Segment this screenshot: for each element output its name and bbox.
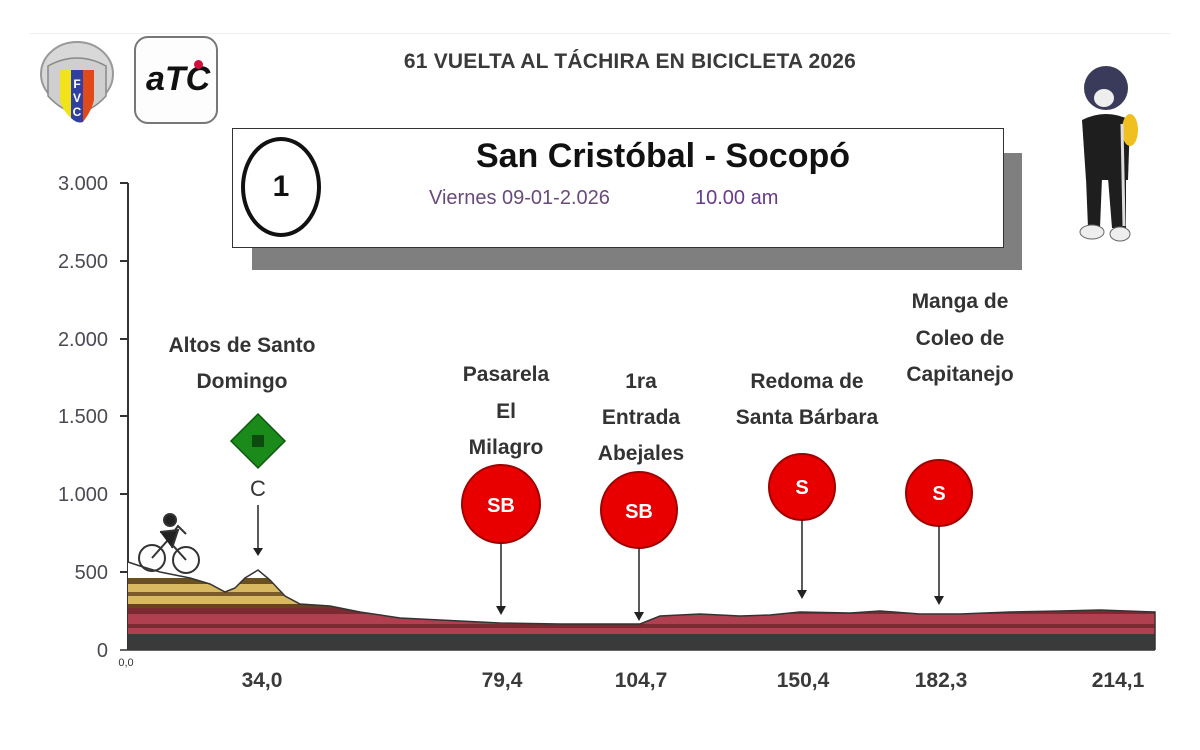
svg-text:Santa Bárbara: Santa Bárbara xyxy=(736,406,879,429)
x-tick-0: 0,0 xyxy=(118,657,133,669)
x-tick-79: 79,4 xyxy=(482,669,523,692)
stage-info-box: 1 San Cristóbal - Socopó Viernes 09-01-2… xyxy=(232,128,1004,248)
header-divider xyxy=(30,33,1170,34)
place-label: Altos de Santo xyxy=(168,334,315,357)
y-tick-0: 0 xyxy=(97,640,108,662)
y-tick-2000: 2.000 xyxy=(58,329,108,351)
x-tick-214: 214,1 xyxy=(1092,669,1145,692)
svg-text:Entrada: Entrada xyxy=(602,406,681,429)
svg-text:Abejales: Abejales xyxy=(598,442,684,465)
svg-text:S: S xyxy=(795,477,808,499)
x-tick-labels: 0,0 34,0 79,4 104,7 150,4 182,3 214,1 xyxy=(118,657,1144,692)
stage-number: 1 xyxy=(241,137,321,237)
place-label: Domingo xyxy=(197,370,288,393)
svg-text:Capitanejo: Capitanejo xyxy=(906,363,1013,386)
y-tick-500: 500 xyxy=(75,562,108,584)
svg-text:SB: SB xyxy=(625,501,653,523)
svg-text:Manga de: Manga de xyxy=(912,290,1009,313)
y-axis-ticks xyxy=(120,182,128,573)
race-title: 61 VUELTA AL TÁCHIRA EN BICICLETA 2026 xyxy=(403,50,857,73)
x-tick-182: 182,3 xyxy=(915,669,968,692)
annotation-sprint-manga-coleo-capitanejo: Manga de Coleo de Capitanejo S xyxy=(905,290,1014,605)
svg-text:C: C xyxy=(73,105,82,119)
x-tick-104: 104,7 xyxy=(615,669,668,692)
svg-text:Coleo de: Coleo de xyxy=(916,327,1005,350)
stage-time: 10.00 am xyxy=(695,187,779,209)
svg-text:Redoma de: Redoma de xyxy=(750,370,863,393)
mascot-icon xyxy=(1079,66,1138,242)
elevation-line xyxy=(127,561,1156,650)
annotation-sprint-pasarela-el-milagro: Pasarela El Milagro SB xyxy=(461,363,550,615)
x-tick-34: 34,0 xyxy=(242,669,283,692)
svg-text:1ra: 1ra xyxy=(625,370,657,393)
stage-date: Viernes 09-01-2.026 xyxy=(429,187,610,209)
elevation-profile-area xyxy=(128,562,1155,650)
atc-logo-dot xyxy=(194,60,203,69)
y-tick-labels: 3.000 2.500 2.000 1.500 1.000 500 0 xyxy=(58,173,108,662)
svg-text:El: El xyxy=(496,400,516,423)
svg-text:S: S xyxy=(932,483,945,505)
svg-text:Milagro: Milagro xyxy=(469,436,544,459)
cyclist-icon xyxy=(138,513,200,574)
mountain-category-label: C xyxy=(250,476,266,501)
stage-name: San Cristóbal - Socopó xyxy=(475,137,851,175)
annotation-sprint-redoma-santa-barbara: Redoma de Santa Bárbara S xyxy=(736,370,879,599)
y-tick-1000: 1.000 xyxy=(58,484,108,506)
svg-text:Pasarela: Pasarela xyxy=(463,363,550,386)
svg-text:V: V xyxy=(73,91,81,105)
annotation-mountain-altos-santo-domingo: Altos de Santo Domingo C xyxy=(168,334,316,556)
y-tick-2500: 2.500 xyxy=(58,251,108,273)
y-tick-1500: 1.500 xyxy=(58,406,108,428)
fvc-shield-logo: F V C xyxy=(40,41,114,123)
x-tick-150: 150,4 xyxy=(777,669,830,692)
atc-logo: aTC xyxy=(134,36,218,124)
y-tick-3000: 3.000 xyxy=(58,173,108,195)
svg-text:F: F xyxy=(73,77,80,91)
svg-text:SB: SB xyxy=(487,495,515,517)
annotation-sprint-entrada-abejales: 1ra Entrada Abejales SB xyxy=(598,370,684,621)
